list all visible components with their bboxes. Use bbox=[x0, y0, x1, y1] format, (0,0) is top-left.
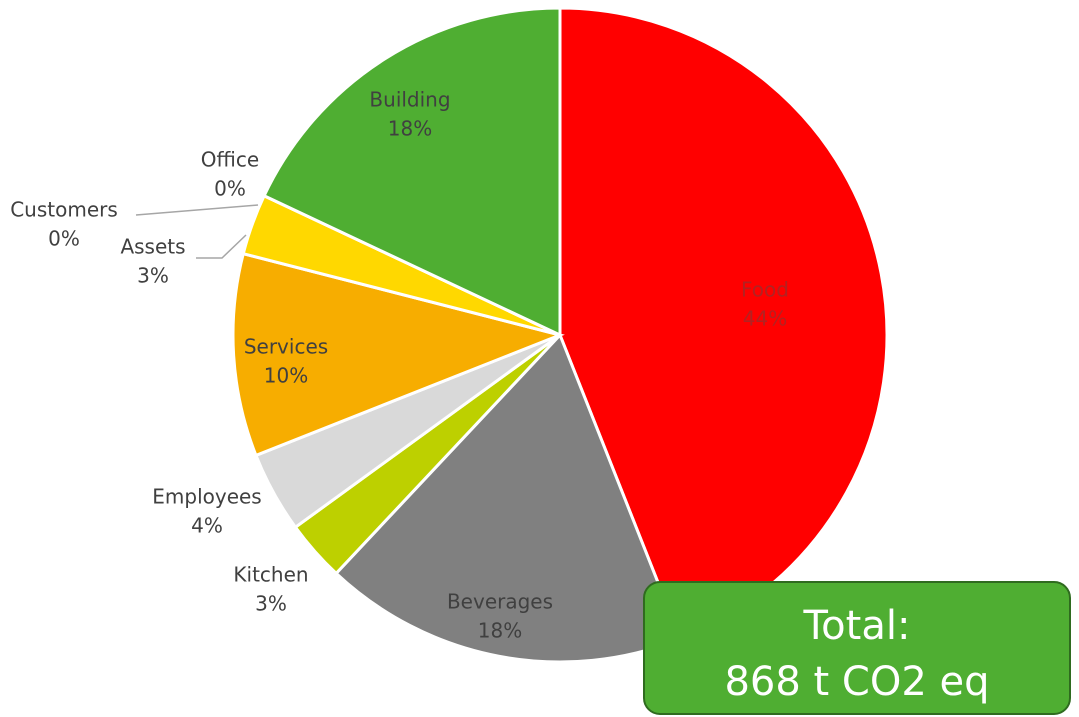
slice-label: Kitchen bbox=[233, 563, 308, 587]
pie-slice bbox=[262, 6, 562, 338]
labels: Food 44% Beverages 18% Kitchen 3% Employees 4% S… bbox=[10, 88, 789, 643]
slice-label: Services bbox=[244, 335, 328, 359]
value-label: 0% bbox=[48, 227, 80, 251]
value-label: 18% bbox=[478, 619, 522, 643]
value-label: 44% bbox=[743, 307, 787, 331]
value-label: 0% bbox=[214, 177, 246, 201]
slice-label: Food bbox=[741, 278, 789, 302]
pie bbox=[231, 6, 889, 664]
slice-label: Employees bbox=[152, 485, 261, 509]
value-label: 4% bbox=[191, 514, 223, 538]
total-value: 868 t CO2 eq bbox=[724, 659, 989, 705]
slice-label: Assets bbox=[120, 235, 185, 259]
leader-line bbox=[196, 234, 247, 259]
pie-slice bbox=[558, 6, 889, 641]
slice-label: Beverages bbox=[447, 590, 553, 614]
slice-label: Customers bbox=[10, 198, 118, 222]
value-label: 18% bbox=[388, 117, 432, 141]
pie-slice bbox=[334, 332, 683, 664]
slice-label: Building bbox=[369, 88, 450, 112]
value-label: 3% bbox=[137, 264, 169, 288]
value-label: 10% bbox=[264, 364, 308, 388]
slice-label: Office bbox=[201, 148, 259, 172]
total-box bbox=[643, 581, 1071, 715]
pie-slice bbox=[231, 251, 565, 458]
leader-line bbox=[135, 204, 259, 216]
total-label: Total: bbox=[803, 603, 911, 649]
value-label: 3% bbox=[255, 592, 287, 616]
